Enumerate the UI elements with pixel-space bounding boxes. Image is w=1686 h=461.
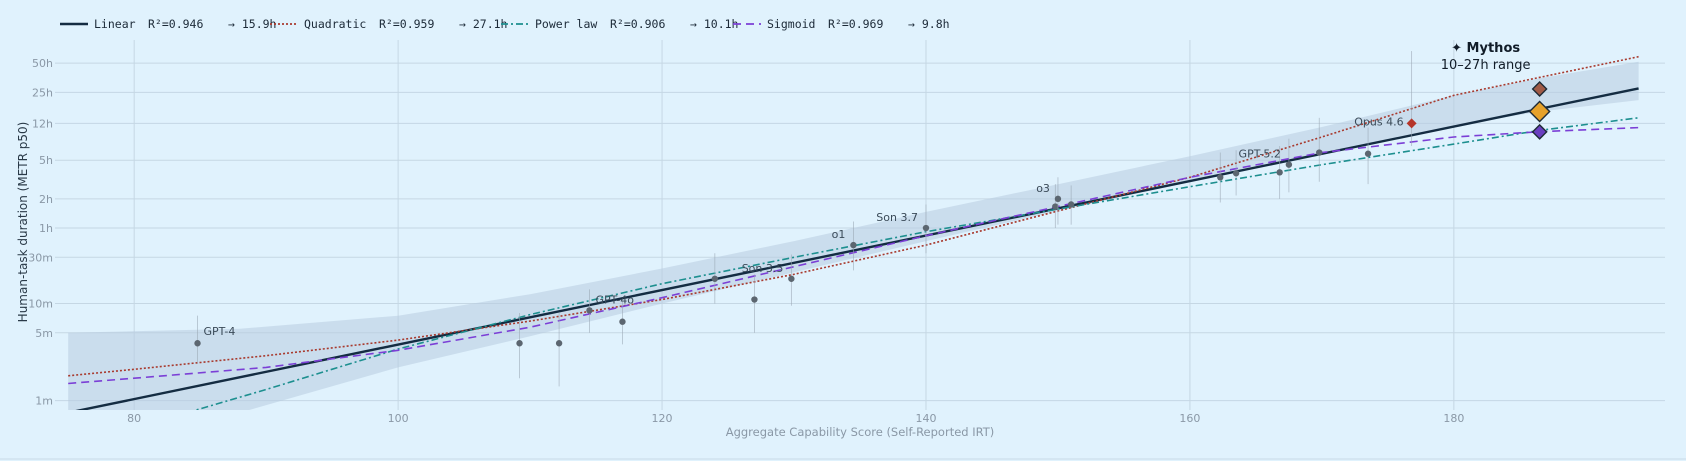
legend-projection: → 27.1h	[459, 17, 507, 31]
legend-name: Quadratic	[304, 17, 366, 31]
data-point	[711, 275, 719, 282]
data-point	[788, 275, 795, 282]
y-tick-label: 5h	[39, 154, 53, 167]
y-axis-label: Human-task duration (METR p50)	[16, 122, 30, 323]
data-point	[586, 307, 593, 314]
legend-projection: → 10.1h	[690, 17, 738, 31]
quadratic-fit-line	[68, 55, 1639, 377]
data-point	[1052, 203, 1059, 210]
x-tick-label: 160	[1179, 412, 1200, 425]
x-tick-label: 100	[388, 412, 409, 425]
y-tick-label: 2h	[39, 193, 53, 206]
legend: Linear R²=0.946 → 15.9h Quadratic R²=0.959 → …	[60, 17, 950, 31]
y-tick-label: 30m	[28, 251, 53, 264]
data-point	[619, 318, 626, 325]
data-point	[194, 340, 201, 347]
axes: 80 100 120 140 160 180 1m 5m 10m 30m 1h 2h 5h 12h 25h 5…	[0, 57, 1686, 460]
y-tick-label: 5m	[35, 327, 53, 340]
point-labels: GPT-4 GPT-4o Son 3.5 o1 Son 3.7 o3 GPT-5.2 Opus…	[204, 41, 1531, 338]
y-tick-label: 10m	[28, 298, 53, 311]
x-tick-label: 180	[1443, 412, 1464, 425]
mythos-range-label: 10–27h range	[1441, 58, 1531, 73]
data-point	[1067, 201, 1075, 208]
data-point	[555, 340, 563, 347]
data-point	[1276, 169, 1283, 176]
mythos-projection-diamond	[1531, 81, 1548, 97]
x-tick-label: 80	[127, 412, 141, 425]
point-label: o3	[1036, 182, 1050, 195]
point-label: o1	[832, 228, 846, 241]
data-point	[1054, 195, 1062, 203]
y-tick-label: 1h	[39, 222, 53, 235]
power-law-fit-line	[193, 117, 1639, 410]
x-axis-label: Aggregate Capability Score (Self-Reporte…	[726, 425, 995, 439]
legend-projection: → 15.9h	[228, 17, 276, 31]
y-tick-label: 12h	[32, 117, 53, 130]
highlight-label: Opus 4.6	[1354, 115, 1403, 128]
legend-name: Sigmoid	[767, 17, 815, 31]
point-label: GPT-4o	[595, 293, 634, 306]
mythos-label: ✦ Mythos	[1451, 41, 1520, 56]
x-tick-label: 140	[915, 412, 936, 425]
y-tick-label: 1m	[35, 395, 53, 408]
data-point	[1217, 174, 1224, 181]
point-label: Son 3.7	[876, 211, 918, 224]
data-point	[1232, 170, 1240, 177]
legend-r2: R²=0.969	[828, 17, 883, 31]
mythos-projection-diamond	[1528, 100, 1551, 123]
y-tick-label: 25h	[32, 86, 53, 99]
mythos-projection-diamond	[1531, 123, 1548, 140]
highlight-diamond	[1406, 118, 1417, 129]
x-tick-label: 120	[652, 412, 673, 425]
point-label: Son 3.5	[742, 262, 784, 275]
legend-name: Power law	[535, 17, 597, 31]
data-points	[194, 51, 1551, 387]
data-point	[516, 340, 523, 347]
data-point	[850, 241, 857, 249]
point-label: GPT-5.2	[1239, 148, 1281, 161]
legend-r2: R²=0.906	[610, 17, 665, 31]
data-point	[1364, 150, 1372, 157]
data-point	[922, 224, 930, 232]
legend-r2: R²=0.959	[379, 17, 434, 31]
point-label: GPT-4	[204, 325, 236, 338]
data-point	[1316, 149, 1323, 156]
data-point	[1285, 161, 1293, 168]
data-point	[751, 296, 758, 303]
legend-r2: R²=0.946	[148, 17, 203, 31]
legend-name: Linear	[94, 17, 136, 31]
legend-projection: → 9.8h	[908, 17, 950, 31]
y-tick-label: 50h	[32, 57, 53, 70]
